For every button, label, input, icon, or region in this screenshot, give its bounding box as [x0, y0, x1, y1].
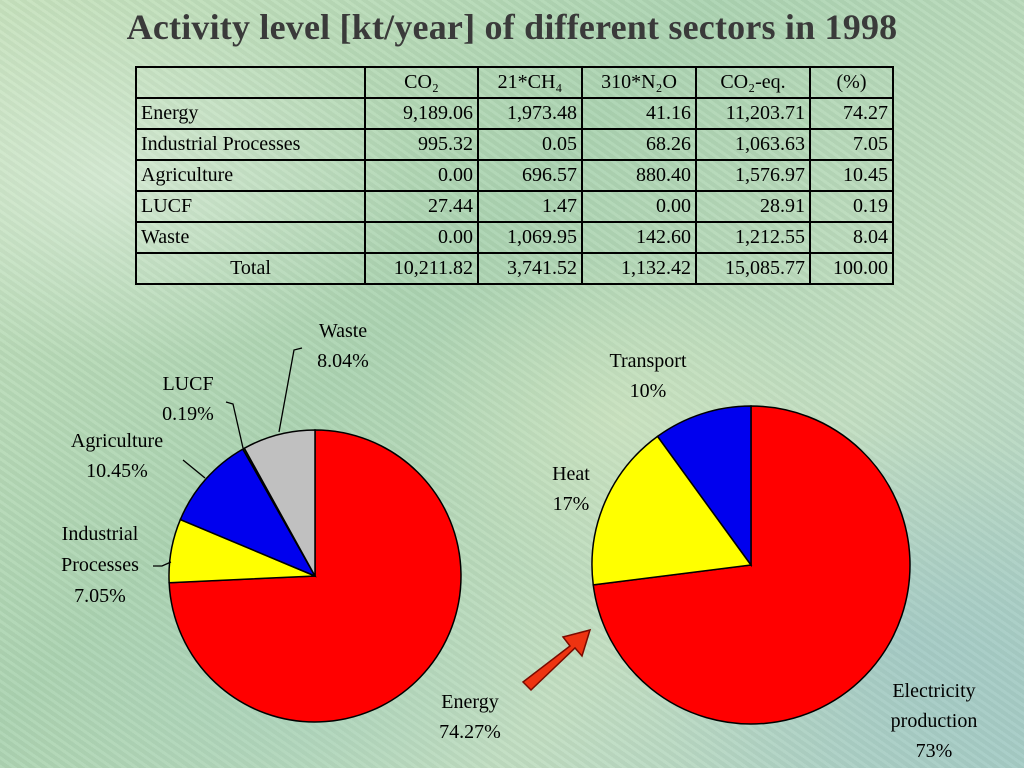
table-cell: 1,576.97 [695, 159, 811, 192]
table-cell: 142.60 [581, 221, 697, 254]
table-row: Agriculture 0.00 696.57 880.40 1,576.97 … [135, 159, 894, 192]
leader-line-lucf [225, 401, 244, 449]
slice-label-electricity-production: Electricity production 73% [891, 680, 978, 762]
table-cell: 10,211.82 [364, 252, 479, 285]
table-cell: 7.05 [809, 128, 894, 161]
table-cell: 41.16 [581, 97, 697, 130]
table-cell: 1,069.95 [477, 221, 583, 254]
table-cell: 880.40 [581, 159, 697, 192]
table-cell: 0.00 [364, 221, 479, 254]
energy-breakdown-pie-chart: Electricity production 73% Heat 17% Transport… [552, 350, 977, 762]
table-cell: 1.47 [477, 190, 583, 223]
pie-slice-waste [243, 429, 316, 577]
table-header-cell: CO₂-eq. [695, 66, 811, 99]
table-cell: 11,203.71 [695, 97, 811, 130]
pie-slice-agriculture [179, 448, 317, 578]
table-cell: 28.91 [695, 190, 811, 223]
slice-label-agriculture: Agriculture 10.45% [71, 430, 163, 482]
table-row: LUCF 27.44 1.47 0.00 28.91 0.19 [135, 190, 894, 223]
slice-label-lucf: LUCF 0.19% [162, 373, 214, 425]
table-header-cell: 310*N₂O [581, 66, 697, 99]
sector-pie-chart: Energy 74.27% Industrial Processes 7.05% Agri… [61, 320, 501, 743]
table-cell: 100.00 [809, 252, 894, 285]
pie-slice-transport [656, 405, 752, 568]
leader-line-industrial-processes [153, 561, 172, 567]
table-cell: 696.57 [477, 159, 583, 192]
table-row: Industrial Processes 995.32 0.05 68.26 1… [135, 128, 894, 161]
table-cell: 1,973.48 [477, 97, 583, 130]
table-cell: 3,741.52 [477, 252, 583, 285]
table-row: Waste 0.00 1,069.95 142.60 1,212.55 8.04 [135, 221, 894, 254]
table-cell: 9,189.06 [364, 97, 479, 130]
row-label: Industrial Processes [135, 128, 366, 161]
table-cell: 1,212.55 [695, 221, 811, 254]
table-cell: 8.04 [809, 221, 894, 254]
table-cell: 995.32 [364, 128, 479, 161]
row-label: Waste [135, 221, 366, 254]
table-cell: 10.45 [809, 159, 894, 192]
slice-label-energy: Energy 74.27% [439, 691, 501, 743]
table-cell: 0.00 [581, 190, 697, 223]
emissions-table: CO₂ 21*CH₄ 310*N₂O CO₂-eq. (%) Energy 9,… [135, 66, 894, 285]
table-header-cell [135, 66, 366, 99]
table-cell: 0.05 [477, 128, 583, 161]
table-header-cell: 21*CH₄ [477, 66, 583, 99]
table-cell: 0.19 [809, 190, 894, 223]
table-cell: 0.00 [364, 159, 479, 192]
table-header-cell: CO₂ [364, 66, 479, 99]
pie-slice-heat [591, 435, 753, 586]
slice-label-waste: Waste 8.04% [317, 320, 369, 372]
slice-label-transport: Transport 10% [609, 350, 686, 402]
row-label: Total [135, 252, 366, 285]
table-header-cell: (%) [809, 66, 894, 99]
row-label: LUCF [135, 190, 366, 223]
page-title: Activity level [kt/year] of different se… [126, 7, 898, 47]
table-header-row: CO₂ 21*CH₄ 310*N₂O CO₂-eq. (%) [135, 66, 894, 99]
slice-label-heat: Heat 17% [552, 463, 590, 515]
leader-line-agriculture [182, 459, 206, 479]
slice-label-industrial-processes: Industrial Processes 7.05% [61, 523, 139, 607]
table-cell: 1,063.63 [695, 128, 811, 161]
table-cell: 27.44 [364, 190, 479, 223]
row-label: Agriculture [135, 159, 366, 192]
table-row: Energy 9,189.06 1,973.48 41.16 11,203.71… [135, 97, 894, 130]
arrow-up-right-icon [521, 628, 592, 692]
table-total-row: Total 10,211.82 3,741.52 1,132.42 15,085… [135, 252, 894, 285]
table-cell: 68.26 [581, 128, 697, 161]
leader-line-waste [278, 347, 303, 433]
table-cell: 74.27 [809, 97, 894, 130]
table-cell: 1,132.42 [581, 252, 697, 285]
table-cell: 15,085.77 [695, 252, 811, 285]
row-label: Energy [135, 97, 366, 130]
